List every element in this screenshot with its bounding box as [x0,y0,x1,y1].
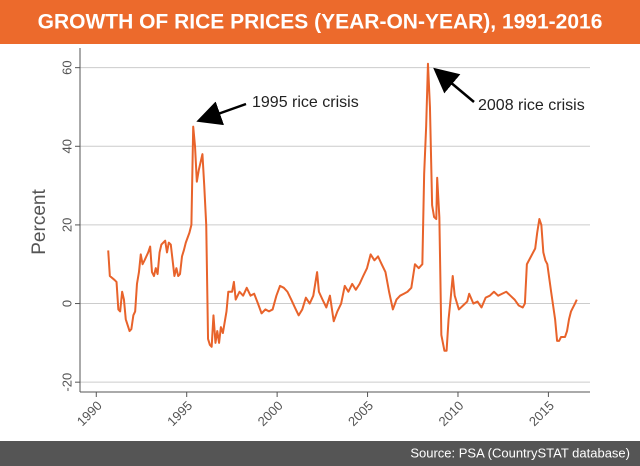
y-tick-label: 20 [59,218,74,232]
x-tick-label: 1990 [74,398,105,429]
y-tick-label: -20 [59,373,74,392]
y-axis-label: Percent [29,189,50,255]
footer-bar [0,441,640,466]
x-tick-label: 2015 [526,398,557,429]
title-bar [0,0,640,44]
line-series [107,62,578,352]
x-tick-label: 1995 [164,398,195,429]
y-tick-label: 60 [59,60,74,74]
annotation: 1995 rice crisis [252,94,359,111]
source: Source: PSA (CountrySTAT database) [410,445,630,460]
x-tick-label: 2010 [435,398,466,429]
annotation-arrow [433,67,475,103]
y-tick-label: 40 [59,139,74,153]
x-tick-label: 2000 [255,398,286,429]
annotation-arrow [196,101,247,126]
y-tick-label: 0 [59,300,74,307]
x-tick-label: 2005 [345,398,376,429]
chart-title: GROWTH OF RICE PRICES (YEAR-ON-YEAR), 19… [38,11,603,34]
annotation: 2008 rice crisis [478,97,585,114]
